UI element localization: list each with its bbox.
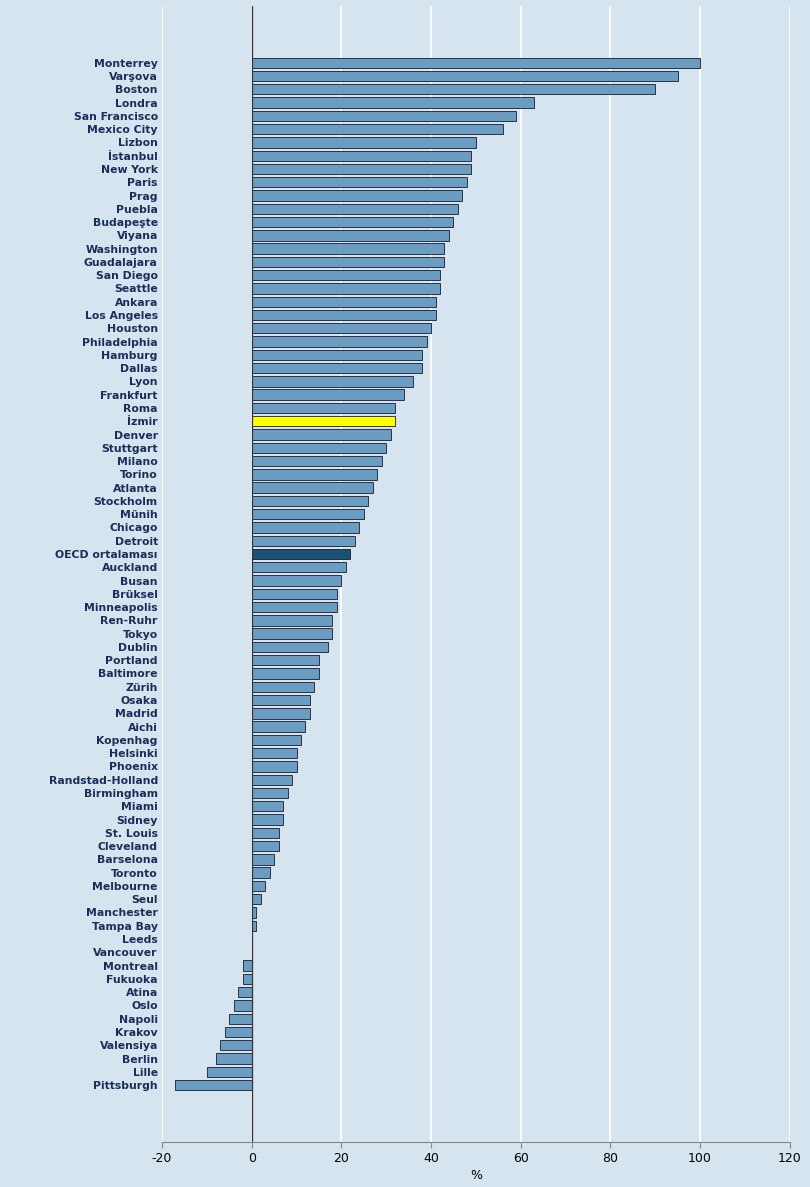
Bar: [252, 681, 314, 692]
Bar: [252, 722, 305, 731]
Bar: [243, 973, 252, 984]
Bar: [252, 57, 700, 68]
Bar: [252, 814, 283, 825]
Bar: [252, 589, 337, 599]
Bar: [252, 443, 386, 453]
Bar: [252, 71, 678, 81]
Bar: [252, 151, 471, 161]
Bar: [252, 284, 440, 293]
Bar: [252, 748, 296, 758]
Bar: [252, 855, 274, 864]
Bar: [252, 496, 369, 506]
Bar: [252, 110, 516, 121]
Bar: [252, 138, 475, 147]
Bar: [252, 907, 256, 918]
Bar: [252, 668, 319, 679]
Bar: [252, 655, 319, 666]
Bar: [252, 881, 265, 891]
Bar: [252, 389, 404, 400]
Bar: [252, 563, 346, 572]
Bar: [252, 602, 337, 612]
Bar: [252, 217, 454, 227]
Bar: [234, 1001, 252, 1010]
Bar: [252, 230, 449, 241]
Bar: [252, 642, 328, 652]
Bar: [252, 297, 436, 307]
Bar: [252, 336, 427, 347]
Bar: [252, 456, 382, 466]
Bar: [252, 350, 422, 360]
Bar: [252, 376, 413, 387]
Bar: [252, 921, 256, 931]
Bar: [252, 417, 395, 426]
Bar: [252, 190, 463, 201]
Bar: [252, 97, 534, 108]
Bar: [252, 204, 458, 214]
Bar: [252, 402, 395, 413]
Bar: [252, 548, 350, 559]
Bar: [252, 123, 503, 134]
Bar: [252, 894, 261, 904]
Bar: [176, 1080, 252, 1090]
Bar: [243, 960, 252, 971]
Bar: [252, 709, 310, 718]
Bar: [220, 1040, 252, 1050]
Bar: [252, 482, 373, 493]
Bar: [252, 775, 292, 785]
Bar: [252, 576, 341, 585]
Bar: [252, 430, 390, 439]
Bar: [252, 827, 279, 838]
Bar: [252, 522, 360, 533]
Bar: [252, 84, 655, 95]
Bar: [252, 535, 355, 546]
Bar: [252, 164, 471, 174]
Bar: [252, 735, 301, 745]
Bar: [252, 761, 296, 772]
X-axis label: %: %: [470, 1169, 482, 1182]
Bar: [252, 801, 283, 812]
Bar: [252, 840, 279, 851]
Bar: [252, 509, 364, 520]
Bar: [252, 615, 332, 626]
Bar: [252, 256, 445, 267]
Bar: [252, 363, 422, 373]
Bar: [252, 868, 270, 878]
Bar: [215, 1053, 252, 1064]
Bar: [252, 469, 377, 480]
Bar: [252, 788, 288, 798]
Bar: [229, 1014, 252, 1024]
Bar: [252, 694, 310, 705]
Bar: [252, 177, 467, 188]
Bar: [252, 310, 436, 320]
Bar: [207, 1067, 252, 1077]
Bar: [238, 986, 252, 997]
Bar: [252, 243, 445, 254]
Bar: [252, 269, 440, 280]
Bar: [252, 628, 332, 639]
Bar: [224, 1027, 252, 1037]
Bar: [252, 323, 431, 334]
